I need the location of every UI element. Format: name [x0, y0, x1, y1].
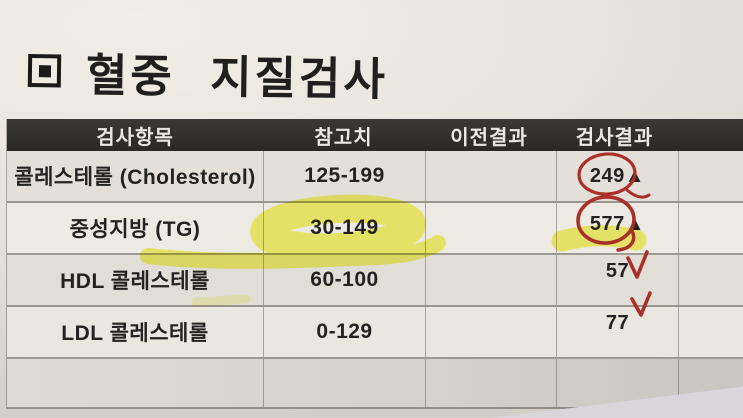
table-row-triglyceride: 중성지방 (TG) 30-149 577▲ — [7, 203, 743, 255]
result-value: 77 — [605, 311, 630, 334]
header-extra — [675, 119, 743, 151]
cell-reference: 0-129 — [264, 307, 426, 357]
cell-previous — [426, 307, 557, 357]
header-reference: 참고치 — [314, 126, 373, 149]
table-row-ldl: LDL 콜레스테롤 0-129 77 — [7, 307, 743, 359]
cell-extra — [679, 203, 743, 253]
cell-previous — [426, 203, 557, 253]
cell-previous — [426, 255, 557, 305]
lipid-test-table: 검사항목 참고치 이전결과 검사결과 콜레스테롤 (Cholesterol) 1… — [6, 119, 743, 409]
result-value: 249▲ — [589, 164, 646, 187]
cell-previous — [426, 359, 557, 407]
cell-item — [7, 359, 264, 407]
cell-previous — [426, 151, 557, 201]
cell-item: LDL 콜레스테롤 — [7, 307, 264, 357]
cell-reference: 60-100 — [264, 255, 426, 305]
header-test-item: 검사항목 — [96, 126, 174, 149]
cell-item: HDL 콜레스테롤 — [7, 255, 264, 305]
page-title: 혈중 지질검사 — [85, 49, 389, 106]
cell-result: 249▲ — [557, 151, 679, 201]
header-previous: 이전결과 — [450, 126, 528, 149]
header-result: 검사결과 — [575, 126, 654, 149]
table-header-row: 검사항목 참고치 이전결과 검사결과 — [7, 119, 743, 151]
cell-reference: 30-149 — [264, 203, 426, 253]
cell-reference: 125-199 — [264, 151, 426, 201]
cell-reference — [264, 359, 426, 407]
section-square-bullet-icon — [27, 54, 62, 88]
section-title-row: 혈중 지질검사 — [27, 38, 389, 108]
cell-extra — [679, 359, 743, 407]
cell-extra — [679, 307, 743, 357]
cell-extra — [679, 151, 743, 201]
cell-item: 콜레스테롤 (Cholesterol) — [7, 151, 264, 201]
cell-result — [557, 359, 679, 407]
table-row-hdl: HDL 콜레스테롤 60-100 57 — [7, 255, 743, 307]
cell-result: 57 — [557, 255, 679, 305]
table-row-cholesterol: 콜레스테롤 (Cholesterol) 125-199 249▲ — [7, 151, 743, 203]
cell-extra — [679, 255, 743, 305]
table-row-empty — [7, 359, 743, 409]
result-value: 57 — [605, 259, 630, 282]
cell-item: 중성지방 (TG) — [7, 203, 264, 253]
result-value: 577▲ — [589, 212, 646, 235]
cell-result: 577▲ — [557, 203, 679, 253]
cell-result: 77 — [557, 307, 679, 357]
